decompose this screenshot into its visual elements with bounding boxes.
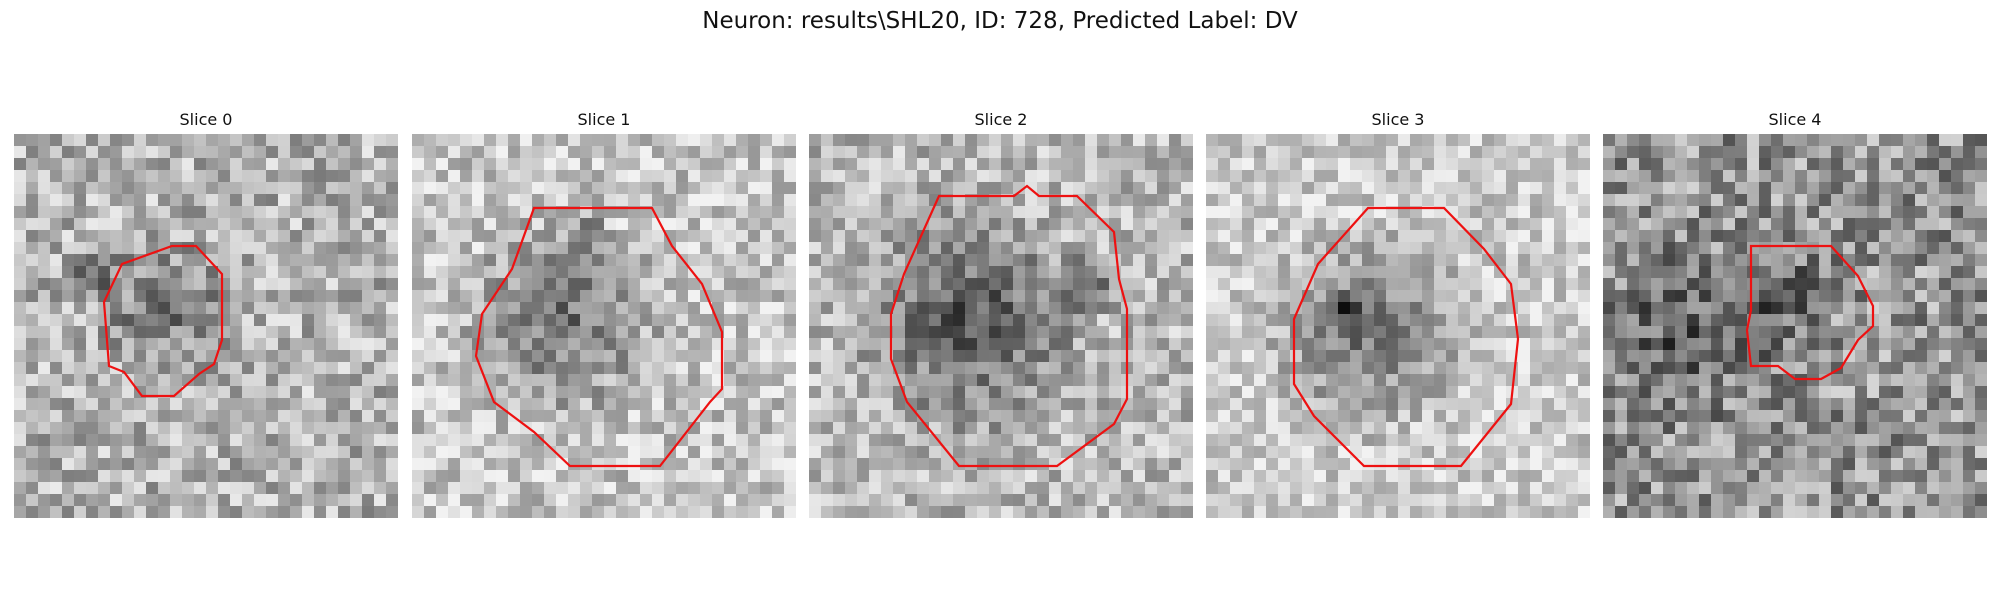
slice-2-svg: [809, 134, 1193, 518]
neuron-outline-slice-3: [1292, 206, 1520, 468]
panel-title-slice-4: Slice 4: [1768, 110, 1822, 129]
slice-3-svg: [1206, 134, 1590, 518]
neuron-outline-slice-0: [102, 244, 224, 398]
slice-image-0: [14, 134, 398, 518]
slice-4-svg: [1603, 134, 1987, 518]
slice-0-svg: [14, 134, 398, 518]
panel-title-slice-3: Slice 3: [1371, 110, 1425, 129]
slice-image-2: [809, 134, 1193, 518]
figure-title: Neuron: results\SHL20, ID: 728, Predicte…: [702, 8, 1298, 34]
neuron-outline-slice-1: [474, 206, 724, 468]
neuron-outline-slice-2: [889, 184, 1129, 468]
slice-1-svg: [412, 134, 796, 518]
panel-title-slice-1: Slice 1: [577, 110, 631, 129]
slice-image-4: [1603, 134, 1987, 518]
neuron-outline-slice-4: [1745, 244, 1875, 381]
slice-image-3: [1206, 134, 1590, 518]
panel-title-slice-0: Slice 0: [179, 110, 233, 129]
slice-image-1: [412, 134, 796, 518]
panel-title-slice-2: Slice 2: [974, 110, 1028, 129]
